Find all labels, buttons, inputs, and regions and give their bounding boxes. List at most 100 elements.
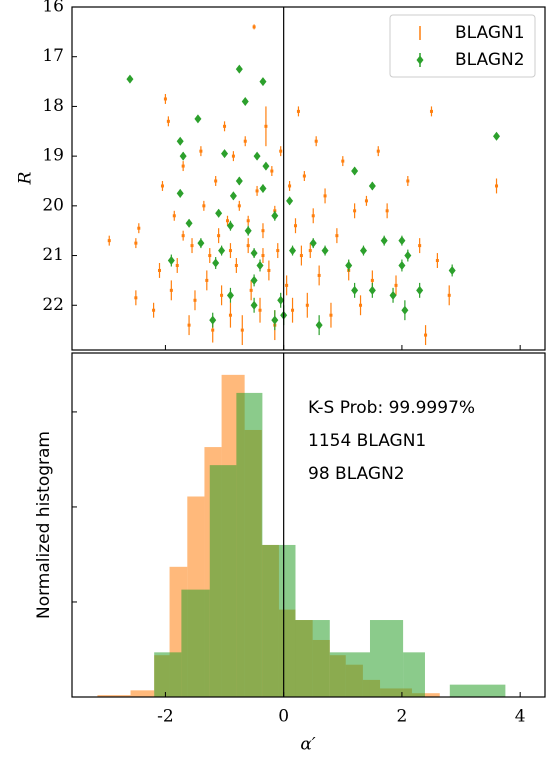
point <box>261 229 265 233</box>
y-tick-label: 16 <box>42 0 64 17</box>
hist-bar <box>97 695 131 697</box>
point <box>279 149 283 153</box>
point <box>359 246 367 256</box>
point <box>181 234 185 238</box>
point <box>311 214 315 218</box>
point <box>305 303 309 307</box>
hist-bar <box>295 620 330 697</box>
point <box>270 169 274 173</box>
point <box>317 273 321 277</box>
point <box>359 303 363 307</box>
point <box>418 244 422 248</box>
point <box>235 64 243 74</box>
point <box>380 236 388 246</box>
point <box>226 290 234 300</box>
hist-bar <box>449 684 506 697</box>
point <box>302 174 306 178</box>
axes-frame <box>71 6 546 351</box>
hist-bar <box>181 589 210 697</box>
point <box>264 124 268 128</box>
point <box>255 189 259 193</box>
x-tick-label: 2 <box>397 707 408 727</box>
point <box>179 151 187 161</box>
point <box>404 251 412 261</box>
point <box>351 285 359 295</box>
point <box>228 249 232 253</box>
point <box>277 295 285 305</box>
point <box>285 283 289 287</box>
point <box>385 209 389 213</box>
point <box>309 238 317 248</box>
point <box>166 119 170 123</box>
point <box>308 249 312 253</box>
point <box>429 109 433 113</box>
point <box>163 97 167 101</box>
point <box>234 263 238 267</box>
y-tick-label: 17 <box>42 46 64 66</box>
plot-area <box>97 374 506 697</box>
point <box>137 226 141 230</box>
point <box>221 149 229 159</box>
point <box>447 293 451 297</box>
point <box>293 224 297 228</box>
point <box>323 194 327 198</box>
point <box>256 260 264 270</box>
point <box>370 278 374 282</box>
point <box>185 218 193 228</box>
point <box>250 275 258 285</box>
point <box>223 124 227 128</box>
point <box>252 25 256 29</box>
point <box>190 244 194 248</box>
y-tick-label: 22 <box>42 295 64 315</box>
point <box>167 256 175 266</box>
point <box>259 77 267 87</box>
point <box>416 285 424 295</box>
point <box>237 204 241 208</box>
legend-label: BLAGN1 <box>455 23 525 43</box>
x-tick-label: -2 <box>157 707 174 727</box>
hist-bar <box>403 652 425 697</box>
point <box>262 161 270 171</box>
point <box>329 313 333 317</box>
point <box>286 196 294 206</box>
point <box>217 234 221 238</box>
hist-bar <box>329 652 370 697</box>
point <box>176 136 184 146</box>
point <box>259 183 267 193</box>
annotation: K-S Prob: 99.9997% <box>308 398 475 418</box>
point <box>250 300 258 310</box>
point <box>394 283 398 287</box>
point <box>267 268 271 272</box>
x-axis-label: α′ <box>300 735 315 755</box>
point <box>134 241 138 245</box>
point <box>134 296 138 300</box>
point <box>299 254 303 258</box>
point <box>229 191 237 201</box>
point <box>435 259 439 263</box>
point <box>296 109 300 113</box>
point <box>202 204 206 208</box>
point <box>243 139 247 143</box>
point <box>211 328 215 332</box>
point <box>314 139 318 143</box>
point <box>107 239 111 243</box>
point <box>158 268 162 272</box>
point <box>253 151 261 161</box>
point <box>175 263 179 267</box>
point <box>406 179 410 183</box>
point <box>172 214 176 218</box>
y-axis-label: Normalized histogram <box>34 431 54 619</box>
point <box>176 188 184 198</box>
point <box>205 278 209 282</box>
point <box>289 246 297 256</box>
point <box>160 184 164 188</box>
hist-bar <box>209 465 237 697</box>
point <box>288 184 292 188</box>
point <box>209 315 217 325</box>
point <box>495 184 499 188</box>
hist-bar <box>154 652 182 697</box>
point <box>152 308 156 312</box>
point <box>353 209 357 213</box>
point <box>364 199 368 203</box>
